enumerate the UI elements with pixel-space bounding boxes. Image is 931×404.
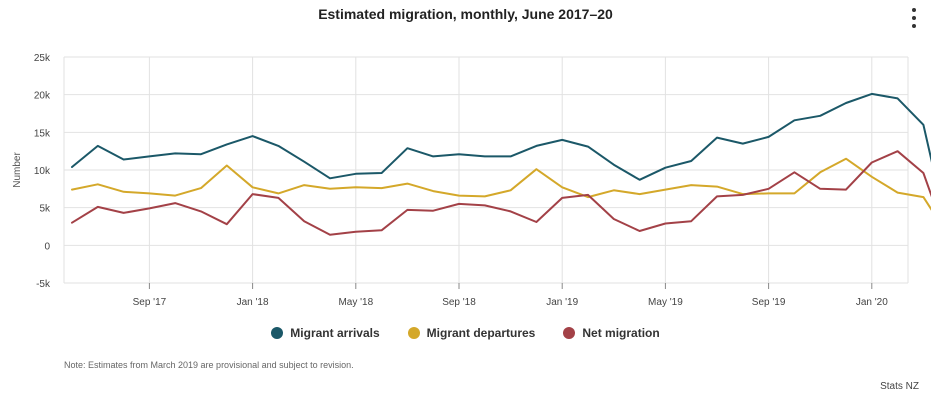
y-axis-ticks: -5k 0 5k 10k 15k 20k 25k <box>34 53 51 290</box>
legend-swatch <box>563 327 576 339</box>
legend: Migrant arrivals Migrant departures Net … <box>0 326 931 340</box>
x-tick-label: Jan '18 <box>237 297 269 308</box>
x-tick-label: Sep '18 <box>442 297 476 308</box>
series-lines <box>71 92 931 245</box>
legend-swatch <box>271 327 284 339</box>
three-dots-vertical-icon <box>912 8 916 12</box>
y-tick-label: 20k <box>34 91 51 102</box>
gridlines <box>63 56 909 284</box>
legend-item-migrant-arrivals[interactable]: Migrant arrivals <box>271 326 380 340</box>
chart-menu-button[interactable] <box>906 8 922 28</box>
y-tick-label: 0 <box>44 241 50 252</box>
x-tick-label: Jan '20 <box>856 297 888 308</box>
x-tick-label: May '19 <box>648 297 683 308</box>
series-line-migrant-departures[interactable] <box>71 157 931 240</box>
three-dots-vertical-icon <box>912 24 916 28</box>
legend-item-net-migration[interactable]: Net migration <box>563 326 660 340</box>
three-dots-vertical-icon <box>912 16 916 20</box>
legend-swatch <box>407 327 420 339</box>
x-tick-label: Sep '19 <box>752 297 786 308</box>
y-tick-label: 15k <box>34 128 51 139</box>
x-axis-ticks: Sep '17 Jan '18 May '18 Sep '18 Jan '19 May '… <box>133 283 888 308</box>
x-tick-label: May '18 <box>338 297 373 308</box>
y-tick-label: 5k <box>39 204 51 215</box>
y-tick-label: 25k <box>34 53 51 64</box>
y-tick-label: 10k <box>34 166 51 177</box>
y-axis-label: Number <box>12 152 23 188</box>
x-tick-label: Sep '17 <box>133 297 167 308</box>
y-tick-label: -5k <box>36 279 51 290</box>
source-credit: Stats NZ <box>880 381 919 392</box>
legend-label: Migrant arrivals <box>290 326 380 340</box>
series-line-migrant-arrivals[interactable] <box>71 92 931 238</box>
legend-label: Migrant departures <box>426 326 536 340</box>
chart-title: Estimated migration, monthly, June 2017–… <box>318 6 613 22</box>
series-line-net-migration[interactable] <box>71 150 931 245</box>
legend-item-migrant-departures[interactable]: Migrant departures <box>407 326 536 340</box>
x-tick-label: Jan '19 <box>546 297 578 308</box>
legend-label: Net migration <box>582 326 660 340</box>
footnote: Note: Estimates from March 2019 are prov… <box>64 360 354 370</box>
